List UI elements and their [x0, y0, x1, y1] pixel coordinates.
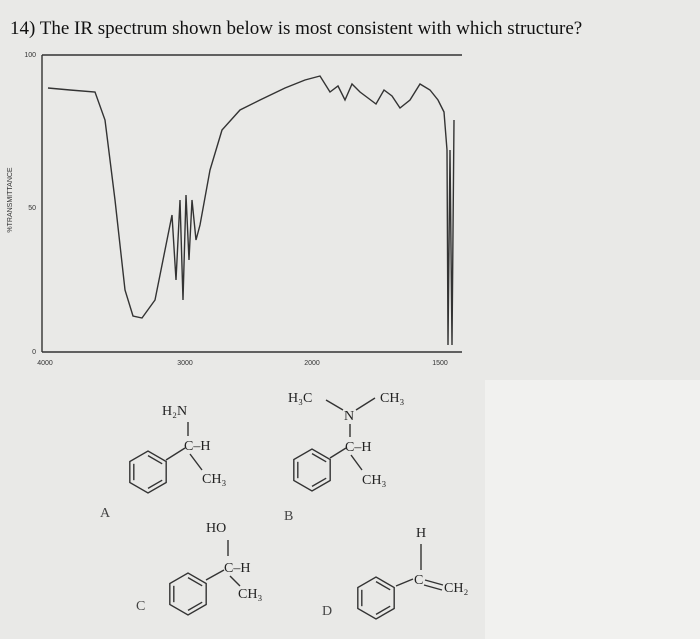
- atom: CH₃: [238, 587, 262, 602]
- x-tick: 1500: [432, 360, 448, 367]
- atom: N: [344, 409, 354, 424]
- question: 14) The IR spectrum shown below is most …: [10, 18, 582, 39]
- bond: [329, 447, 347, 459]
- spectrum-curve: [47, 75, 455, 346]
- double-bond: [147, 455, 163, 465]
- option-label: B: [284, 509, 293, 524]
- bond: [325, 399, 344, 411]
- double-bond: [375, 605, 391, 615]
- atom: C–H: [345, 440, 371, 455]
- option-label: C: [136, 599, 145, 614]
- double-bond: [311, 477, 327, 487]
- benzene-ring: [129, 450, 167, 494]
- bond: [229, 575, 241, 587]
- atom: H₃C: [288, 391, 312, 406]
- option-label: A: [100, 506, 111, 521]
- atom: CH₃: [380, 391, 404, 406]
- bond: [350, 454, 363, 471]
- paper-shade: [485, 380, 700, 639]
- x-tick: 3000: [177, 360, 193, 367]
- x-tick: 4000: [37, 360, 53, 367]
- bond: [424, 579, 444, 586]
- option-label: D: [322, 604, 332, 619]
- atom: CH₃: [362, 473, 386, 488]
- atom: C–H: [224, 561, 250, 576]
- atom: CH₂: [444, 581, 468, 596]
- double-bond: [311, 453, 327, 463]
- y-tick: 0: [32, 349, 36, 356]
- y-tick: 100: [24, 52, 36, 59]
- atom: H: [416, 526, 426, 541]
- y-tick: 50: [28, 205, 36, 212]
- atom: C: [414, 573, 423, 588]
- y-axis-label: %TRANSMITTANCE: [7, 167, 14, 233]
- benzene-ring: [357, 576, 395, 620]
- atom: CH₃: [202, 472, 226, 487]
- atom: HO: [206, 521, 226, 536]
- benzene-ring: [169, 572, 207, 616]
- bond: [165, 447, 186, 461]
- benzene-ring: [293, 448, 331, 492]
- double-bond: [187, 577, 203, 587]
- bond: [189, 453, 203, 471]
- x-tick: 2000: [304, 360, 320, 367]
- atom: C–H: [184, 439, 210, 454]
- bond: [395, 578, 414, 587]
- double-bond: [375, 581, 391, 591]
- bond: [423, 584, 443, 591]
- bond: [205, 569, 225, 581]
- structures: H₂N C–H CH₃ A H₃C N CH₃ C–H CH₃ B HO C–H…: [100, 391, 468, 620]
- atom: H₂N: [162, 404, 187, 419]
- double-bond: [187, 601, 203, 611]
- bond: [355, 397, 376, 411]
- double-bond: [147, 479, 163, 489]
- spectrum: %TRANSMITTANCE 100 50 0 4000 3000 2000 1…: [7, 52, 462, 367]
